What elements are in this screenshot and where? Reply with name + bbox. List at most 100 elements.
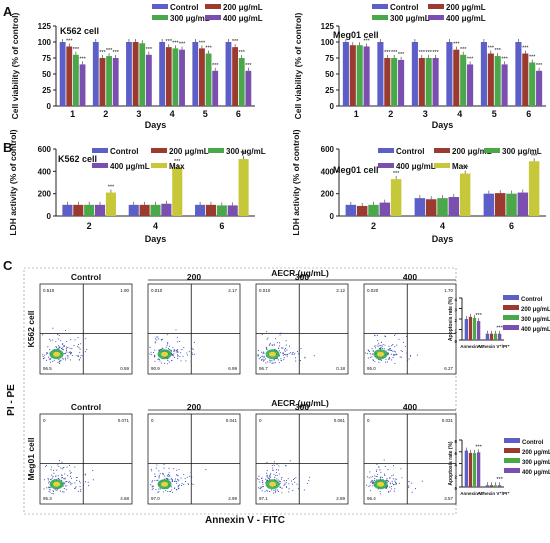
- scatter-dot: [283, 359, 285, 361]
- scatter-dot: [388, 356, 390, 358]
- scatter-dot: [155, 338, 157, 340]
- scatter-dot: [380, 344, 382, 347]
- scatter-dot: [62, 343, 64, 345]
- quadrant-ur-value: 0.041: [226, 418, 238, 423]
- scatter-dot: [158, 338, 160, 340]
- scatter-dot: [290, 352, 292, 354]
- scatter-dot: [274, 475, 277, 477]
- scatter-dot: [61, 358, 63, 360]
- scatter-dot: [389, 490, 391, 492]
- scatter-dot: [374, 347, 377, 349]
- scatter-dot: [387, 469, 389, 471]
- scatter-dot: [371, 481, 373, 484]
- scatter-dot: [59, 490, 61, 492]
- scatter-dot: [79, 351, 81, 353]
- scatter-dot: [168, 345, 171, 347]
- scatter-dot: [181, 482, 183, 484]
- scatter-dot: [394, 354, 396, 356]
- scatter-dot: [367, 352, 369, 354]
- scatter-dot: [162, 472, 164, 474]
- scatter-dot: [266, 338, 268, 340]
- scatter-dot: [177, 357, 179, 360]
- flow-x-axis-label: Annexin V - FITC: [205, 515, 285, 526]
- x-tick-label: 2: [371, 221, 376, 231]
- y-tick-label: 125: [321, 22, 335, 31]
- scatter-dot: [69, 482, 71, 484]
- scatter-dot: [394, 488, 396, 490]
- scatter-dot: [157, 479, 159, 481]
- scatter-dot: [151, 480, 154, 482]
- scatter-dot: [163, 467, 165, 469]
- significance-mark: ***: [393, 171, 400, 177]
- scatter-dot: [78, 359, 81, 361]
- significance-mark: ***: [232, 39, 239, 45]
- x-tick-label: 4: [440, 221, 445, 231]
- scatter-dot: [257, 355, 259, 357]
- chart-b-meg01: 0 200 400 600 LDH activity (% of control) ***…: [291, 129, 546, 244]
- bar-control: [92, 42, 99, 106]
- bar-control: [485, 333, 490, 340]
- scatter-dot: [169, 349, 171, 351]
- scatter-dot: [391, 345, 393, 347]
- scatter-dot: [55, 346, 57, 348]
- panel-label-b: B: [3, 140, 12, 155]
- scatter-dot: [173, 350, 175, 352]
- scatter-dot: [285, 344, 287, 346]
- scatter-dot: [400, 356, 402, 358]
- bar-200gml: [73, 204, 84, 216]
- scatter-dot: [378, 342, 380, 344]
- scatter-dot: [86, 349, 88, 351]
- scatter-dot: [377, 346, 379, 348]
- scatter-dot: [157, 336, 159, 338]
- flow-plot-frame: [39, 413, 133, 505]
- scatter-dot: [63, 481, 65, 483]
- scatter-dot: [388, 491, 390, 493]
- quadrant-ul-value: 0: [259, 418, 262, 423]
- scatter-dot: [273, 461, 275, 463]
- bar-300gml: [139, 43, 146, 106]
- scatter-dot: [395, 351, 397, 353]
- bar-300gml: [529, 62, 536, 106]
- bar-400gml: [212, 70, 219, 106]
- bar-400gml: [379, 202, 391, 216]
- scatter-dot: [64, 473, 66, 475]
- legend-swatch: [92, 163, 108, 168]
- scatter-dot: [261, 333, 263, 336]
- scatter-dot: [288, 345, 291, 347]
- bar-200gml: [468, 316, 473, 340]
- scatter-dot: [388, 480, 390, 483]
- scatter-dot: [380, 476, 382, 478]
- scatter-dot: [386, 480, 388, 482]
- scatter-dot: [283, 480, 285, 482]
- scatter-dot: [278, 350, 280, 352]
- scatter-dot: [265, 478, 267, 480]
- scatter-dot: [283, 353, 286, 356]
- scatter-dot: [61, 468, 63, 470]
- scatter-dot: [47, 479, 49, 481]
- legend-swatch: [151, 148, 167, 153]
- scatter-dot: [374, 345, 376, 347]
- scatter-dot: [378, 361, 380, 363]
- scatter-dot: [158, 358, 160, 360]
- scatter-dot: [407, 360, 409, 362]
- scatter-dot: [421, 480, 423, 482]
- chart-title: K562 cell: [60, 26, 99, 36]
- density-peak: [161, 351, 169, 357]
- scatter-dot: [171, 480, 173, 482]
- scatter-dot: [149, 353, 151, 355]
- scatter-dot: [402, 341, 404, 343]
- scatter-dot: [192, 483, 194, 485]
- scatter-dot: [168, 478, 170, 480]
- bar-control: [515, 42, 522, 106]
- bar-400gml: [432, 58, 439, 106]
- scatter-dot: [171, 486, 173, 488]
- scatter-dot: [180, 360, 182, 362]
- scatter-dot: [43, 488, 45, 490]
- significance-mark: ***: [496, 477, 503, 483]
- significance-mark: ***: [529, 54, 536, 60]
- bar-400gml: [363, 46, 370, 106]
- scatter-dot: [171, 359, 173, 361]
- legend-label: 400 μg/mL: [521, 327, 550, 333]
- scatter-dot: [78, 347, 80, 349]
